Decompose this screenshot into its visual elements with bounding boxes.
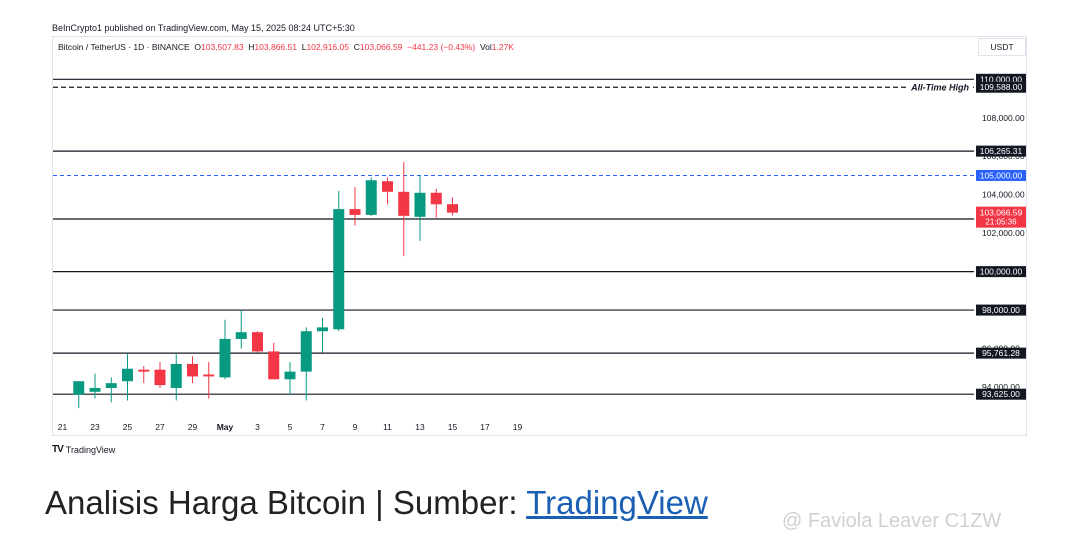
symbol-label[interactable]: Bitcoin / TetherUS · 1D · BINANCE	[58, 42, 190, 52]
x-tick-label: 9	[353, 422, 358, 432]
level-price-box	[976, 347, 1026, 359]
x-tick-label: May	[217, 422, 234, 432]
tradingview-logo-icon: TV	[52, 444, 64, 455]
x-tick-label: 11	[383, 422, 392, 432]
x-tick-label: 3	[255, 422, 260, 432]
candle-down	[252, 332, 263, 352]
candle-down	[154, 369, 166, 386]
x-tick-label: 5	[288, 422, 293, 432]
candle-up	[333, 209, 345, 330]
candle-down	[187, 363, 198, 377]
x-tick-label: 7	[320, 422, 325, 432]
candle-up	[219, 338, 231, 378]
candle-down	[349, 209, 361, 215]
candle-up	[89, 387, 101, 392]
level-price-box	[976, 145, 1026, 157]
ohlc-legend: Bitcoin / TetherUS · 1D · BINANCE O103,5…	[58, 42, 514, 52]
open-value: 103,507.83	[201, 42, 244, 52]
candle-up	[365, 180, 377, 215]
caption: Analisis Harga Bitcoin | Sumber: Trading…	[45, 484, 708, 522]
level-price-label: 106,265.31	[980, 146, 1023, 156]
level-price-label: 98,000.00	[982, 305, 1020, 315]
candle-down	[398, 191, 410, 216]
tradingview-logo-text: TradingView	[65, 444, 116, 455]
level-price-label: 95,761.28	[982, 348, 1020, 358]
candle-down	[447, 204, 458, 213]
ath-note: All-Time High	[910, 83, 969, 93]
low-label: L	[301, 42, 307, 52]
countdown-label: 21:05:36	[985, 218, 1017, 227]
y-tick-label: 108,000.00	[982, 113, 1025, 123]
candle-up	[300, 331, 312, 372]
x-tick-label: 21	[58, 422, 68, 432]
change-value: −441.23 (−0.43%)	[407, 42, 476, 52]
y-tick-label: 94,000.00	[982, 382, 1020, 392]
candle-down	[203, 374, 215, 377]
high-value: 103,866.51	[254, 42, 297, 52]
y-tick-label: 104,000.00	[982, 190, 1025, 200]
volume-value: 1.27K	[491, 42, 514, 52]
caption-text: Analisis Harga Bitcoin | Sumber:	[45, 484, 527, 521]
watermark: @ Faviola Leaver C1ZW	[782, 510, 1002, 532]
candle-down	[382, 181, 393, 192]
x-tick-label: 19	[513, 422, 523, 432]
level-price-label: 93,625.00	[982, 389, 1020, 399]
level-price-box	[976, 304, 1026, 316]
published-info: BeInCrypto1 published on TradingView.com…	[52, 23, 355, 33]
level-price-box	[976, 73, 1026, 85]
caption-link[interactable]: TradingView	[526, 484, 708, 521]
currency-button[interactable]: USDT	[978, 38, 1026, 56]
y-tick-label: 102,000.00	[982, 228, 1025, 238]
level-price-label: 100,000.00	[980, 267, 1023, 277]
current-price-box	[976, 206, 1026, 228]
candle-up	[235, 332, 247, 339]
candle-down	[268, 351, 280, 380]
x-tick-label: 17	[480, 422, 490, 432]
candle-up	[317, 327, 328, 332]
close-value: 103,066.59	[359, 42, 403, 52]
candle-up	[170, 363, 182, 388]
level-price-label: 105,000.00	[980, 170, 1023, 180]
x-tick-label: 15	[448, 422, 458, 432]
high-label: H	[248, 42, 255, 52]
candle-up	[122, 368, 133, 382]
x-tick-label: 23	[90, 422, 100, 432]
tradingview-logo[interactable]: TV TradingView	[52, 444, 115, 455]
candle-up	[414, 192, 426, 217]
level-price-box	[976, 81, 1026, 93]
chart-frame	[52, 36, 1027, 436]
level-price-box	[976, 169, 1026, 181]
x-tick-label: 13	[415, 422, 425, 432]
close-label: C	[353, 42, 360, 52]
candle-down	[430, 192, 442, 205]
candle-up	[284, 371, 296, 380]
candle-up	[73, 381, 85, 395]
level-price-box	[976, 388, 1026, 400]
low-value: 102,916.05	[306, 42, 349, 52]
level-price-label: 110,000.00	[980, 74, 1022, 84]
open-label: O	[194, 42, 201, 52]
x-tick-label: 27	[155, 422, 165, 432]
current-price-label: 103,066.59	[980, 208, 1023, 218]
candle-up	[105, 383, 117, 388]
level-note-bg	[906, 81, 972, 94]
x-tick-label: 29	[188, 422, 198, 432]
level-price-box	[976, 266, 1026, 278]
candle-down	[138, 369, 150, 372]
level-price-label: 109,588.00	[980, 82, 1023, 92]
volume-label: Vol	[479, 42, 492, 52]
x-tick-label: 25	[123, 422, 133, 432]
